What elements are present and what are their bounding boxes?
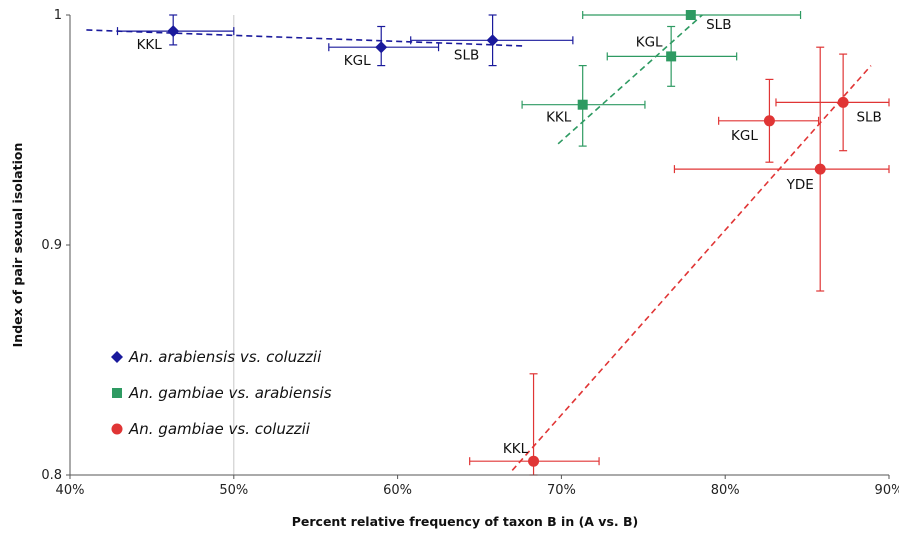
- legend-marker: [112, 388, 122, 398]
- x-tick-label: 80%: [711, 483, 740, 498]
- data-point: [167, 25, 180, 38]
- point-label: YDE: [786, 177, 814, 193]
- point-label: KKL: [137, 37, 163, 53]
- data-markers: [167, 10, 849, 467]
- point-label: SLB: [454, 47, 479, 63]
- data-point: [577, 99, 588, 110]
- legend-entry: An. arabiensis vs. coluzzii: [128, 348, 322, 366]
- y-tick-label: 0.9: [41, 238, 62, 253]
- data-point: [528, 455, 540, 467]
- legend-entry: An. gambiae vs. coluzzii: [128, 420, 311, 438]
- trend-lines: [86, 14, 872, 471]
- trend-line: [86, 29, 526, 47]
- x-tick-label: 50%: [219, 483, 248, 498]
- error-bars: [116, 11, 890, 476]
- point-label: KKL: [503, 441, 529, 457]
- legend-entry: An. gambiae vs. arabiensis: [128, 384, 332, 402]
- data-point: [837, 96, 849, 108]
- point-label: KKL: [546, 110, 572, 126]
- y-axis-title: Index of pair sexual isolation: [10, 143, 25, 348]
- trend-line: [557, 14, 703, 145]
- data-point: [486, 34, 499, 47]
- data-point: [685, 10, 696, 20]
- y-tick-label: 1: [54, 8, 62, 23]
- x-tick-label: 60%: [383, 483, 412, 498]
- point-label: KGL: [344, 53, 371, 69]
- point-labels: KKL KGL SLB KKL KGL SLB KKL KGL YDE SLB: [137, 17, 882, 457]
- legend: An. arabiensis vs. coluzzii An. gambiae v…: [111, 348, 332, 438]
- x-tick-label: 90%: [875, 483, 899, 498]
- point-label: KGL: [636, 34, 663, 50]
- data-point: [666, 51, 677, 62]
- point-label: SLB: [706, 17, 731, 33]
- data-point: [375, 41, 388, 54]
- legend-marker: [111, 351, 123, 363]
- axes: 40% 50% 60% 70% 80% 90% 0.8 0.9 1: [41, 8, 899, 498]
- point-label: SLB: [856, 109, 881, 125]
- data-point: [814, 163, 826, 175]
- trend-line: [511, 65, 872, 471]
- x-tick-label: 40%: [56, 483, 85, 498]
- x-tick-label: 70%: [547, 483, 576, 498]
- point-label: KGL: [731, 128, 758, 144]
- x-axis-title: Percent relative frequency of taxon B in…: [292, 514, 639, 529]
- y-tick-label: 0.8: [41, 468, 62, 483]
- legend-marker: [111, 423, 123, 435]
- data-point: [763, 115, 775, 127]
